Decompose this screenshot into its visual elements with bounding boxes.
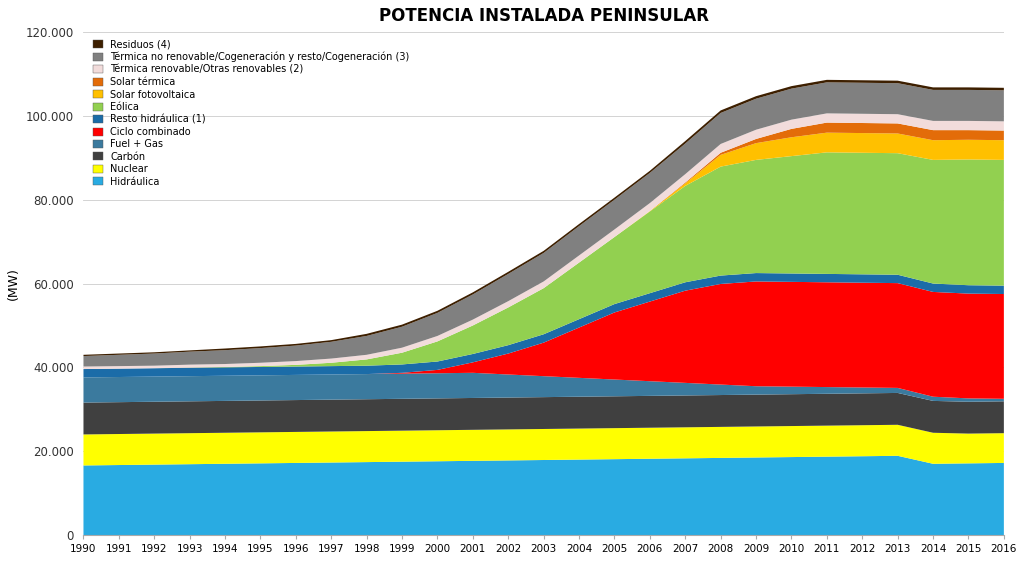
Title: POTENCIA INSTALADA PENINSULAR: POTENCIA INSTALADA PENINSULAR <box>379 7 709 25</box>
Y-axis label: (MW): (MW) <box>7 267 19 300</box>
Legend: Residuos (4), Térmica no renovable/Cogeneración y resto/Cogeneración (3), Térmic: Residuos (4), Térmica no renovable/Cogen… <box>93 39 410 187</box>
